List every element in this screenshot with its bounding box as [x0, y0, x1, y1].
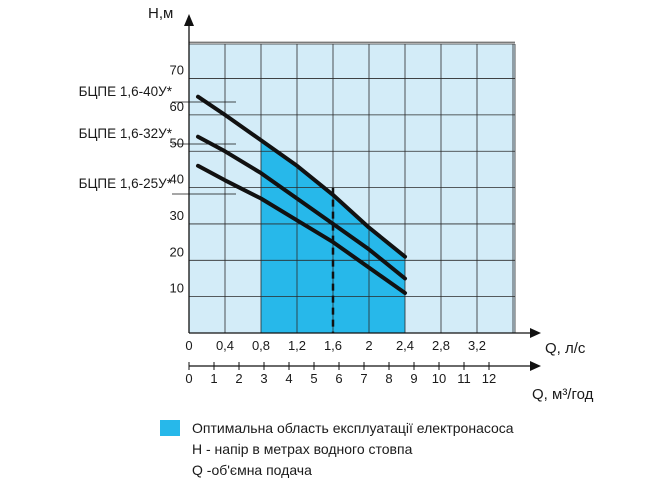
- series-label-3: БЦПЕ 1,6-25У*: [79, 176, 173, 191]
- series-curve-1: [196, 94, 407, 259]
- x-tick-label: 0,4: [216, 338, 234, 353]
- series-curve-2: [196, 134, 407, 281]
- x-tick-label: 0,8: [252, 338, 270, 353]
- x2-axis-arrow: [530, 361, 541, 371]
- x2-tick-label: 10: [432, 371, 446, 386]
- legend-optimal-label: Оптимальна область експлуатації електрон…: [192, 419, 514, 436]
- y-axis-title: H,м: [148, 5, 173, 22]
- x2-tick-label: 0: [185, 371, 192, 386]
- legend-q-row: Q -об'ємна подача: [160, 459, 640, 480]
- legend-optimal-row: Оптимальна область експлуатації електрон…: [160, 417, 640, 438]
- y-tick-label: 60: [170, 99, 184, 114]
- x-axis-arrow: [530, 328, 541, 338]
- legend-h-note: H - напір в метрах водного стовпа: [192, 440, 413, 457]
- optimal-area-swatch: [160, 419, 180, 436]
- legend-h-row: H - напір в метрах водного стовпа: [160, 438, 640, 459]
- y-tick-label: 20: [170, 244, 184, 259]
- legend: Оптимальна область експлуатації електрон…: [160, 417, 640, 480]
- y-axis-arrow: [184, 14, 194, 26]
- pump-performance-chart: 0 1 2 3 4 5 6 7 8 9 10 11 120 0,4 0,8 1,2 1,6 2 2,4 2,8 3,21…: [79, 5, 594, 403]
- x2-axis-title: Q, м³/год: [532, 386, 594, 403]
- x2-tick-label: 6: [335, 371, 342, 386]
- legend-q-note: Q -об'ємна подача: [192, 461, 312, 478]
- series-label-1: БЦПЕ 1,6-40У*: [79, 84, 173, 99]
- x-tick-label: 1,2: [288, 338, 306, 353]
- x-tick-label: 3,2: [468, 338, 486, 353]
- x2-tick-label: 3: [260, 371, 267, 386]
- x2-tick-label: 5: [310, 371, 317, 386]
- x2-tick-label: 11: [457, 371, 471, 386]
- x-tick-label: 2,4: [396, 338, 414, 353]
- x2-tick-label: 8: [385, 371, 392, 386]
- x2-tick-label: 12: [482, 371, 496, 386]
- y-tick-label: 40: [170, 172, 184, 187]
- x2-tick-label: 7: [360, 371, 367, 386]
- x-axis-title: Q, л/с: [545, 340, 586, 357]
- series-label-2: БЦПЕ 1,6-32У*: [79, 126, 173, 141]
- x2-tick-label: 9: [410, 371, 417, 386]
- y-tick-label: 30: [170, 208, 184, 223]
- x2-tick-label: 4: [285, 371, 292, 386]
- series-curve-3: [196, 163, 407, 295]
- x2-tick-label: 2: [235, 371, 242, 386]
- x-tick-label: 2: [365, 338, 372, 353]
- y-tick-label: 10: [170, 281, 184, 296]
- x2-tick-label: 1: [210, 371, 217, 386]
- y-tick-label: 50: [170, 135, 184, 150]
- y-tick-label: 70: [170, 63, 184, 78]
- x-tick-label: 2,8: [432, 338, 450, 353]
- x-tick-label: 1,6: [324, 338, 342, 353]
- x-tick-label: 0: [185, 338, 192, 353]
